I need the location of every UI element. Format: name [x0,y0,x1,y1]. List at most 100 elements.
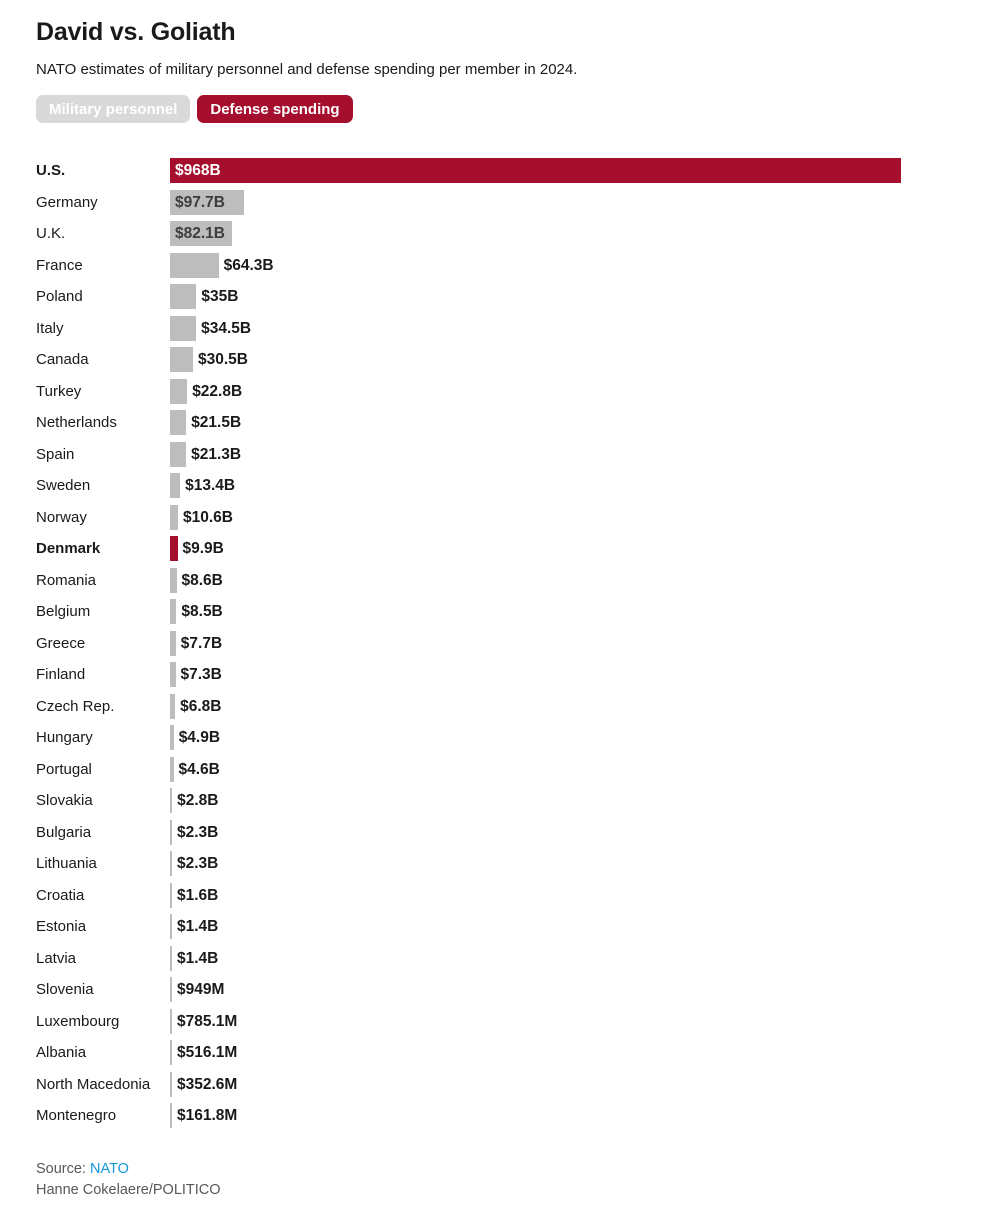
value-label: $9.9B [182,540,224,557]
bar [170,725,174,751]
value-label: $4.9B [178,729,221,746]
bar-cell: $4.6B [170,756,1007,782]
bar [170,693,176,719]
country-label: Portugal [36,760,92,778]
value-label: $97.7B [175,193,225,211]
toggle-defense-spending[interactable]: Defense spending [197,95,353,123]
country-label: France [36,256,83,274]
bar-cell: $161.8M [170,1103,1007,1129]
bar-cell: $7.3B [170,662,1007,688]
country-label: Albania [36,1044,87,1062]
bar [170,504,178,530]
value-label: $34.5B [201,319,252,337]
byline: Hanne Cokelaere/POLITICO [36,1181,221,1198]
bar [170,1103,172,1129]
toggle-group: Military personnel Defense spending [36,95,1007,123]
bar [170,851,172,877]
bar-cell: $1.4B [170,945,1007,971]
value-label: $21.3B [191,445,242,463]
source-link[interactable]: NATO [90,1160,129,1177]
chart-row: Estonia $1.4B [36,911,1007,943]
bar-cell: $21.5B [170,410,1007,436]
value-label: $2.8B [177,792,219,809]
country-label: North Macedonia [36,1075,151,1093]
bar-cell: $785.1M [170,1008,1007,1034]
country-label: Italy [36,319,64,337]
bar-cell: $968B [170,158,1007,184]
page-title: David vs. Goliath [36,18,236,46]
bar [170,788,173,814]
chart-row: Hungary $4.9B [36,722,1007,754]
value-label: $968B [175,162,221,179]
bar-cell: $10.6B [170,504,1007,530]
value-label: $22.8B [192,382,243,400]
chart-row: Lithuania $2.3B [36,848,1007,880]
country-label: Greece [36,634,86,652]
chart-row: Portugal $4.6B [36,754,1007,786]
chart-row: Turkey $22.8B [36,376,1007,408]
bar-cell: $64.3B [170,252,1007,278]
toggle-military-personnel[interactable]: Military personnel [36,95,191,123]
value-label: $161.8M [177,1107,238,1124]
chart-row: Romania $8.6B [36,565,1007,597]
chart-row: U.K. $82.1B [36,218,1007,250]
chart-row: France $64.3B [36,250,1007,282]
value-label: $949M [177,981,225,998]
bar-cell: $949M [170,977,1007,1003]
country-label: Croatia [36,886,85,904]
bar-cell: $516.1M [170,1040,1007,1066]
bar-cell: $13.4B [170,473,1007,499]
value-label: $64.3B [223,256,274,274]
chart-row: Montenegro $161.8M [36,1100,1007,1132]
country-label: Montenegro [36,1107,117,1125]
chart-row: Italy $34.5B [36,313,1007,345]
country-label: Germany [36,193,98,211]
value-label: $8.6B [181,571,223,589]
bar [170,441,187,467]
chart-row: Norway $10.6B [36,502,1007,534]
chart-row: Finland $7.3B [36,659,1007,691]
country-label: Spain [36,445,75,463]
chart-row: North Macedonia $352.6M [36,1069,1007,1101]
country-label: U.S. [36,162,66,180]
toggle-label: Defense spending [210,100,340,118]
bar-cell: $6.8B [170,693,1007,719]
country-label: Turkey [36,382,82,400]
chart-row: Denmark $9.9B [36,533,1007,565]
country-label: Latvia [36,949,77,967]
bar [170,347,193,373]
chart-row: Czech Rep. $6.8B [36,691,1007,723]
bar: $968B [170,158,901,184]
country-label: Luxembourg [36,1012,120,1030]
bar-cell: $1.6B [170,882,1007,908]
bar [170,1008,172,1034]
bar [170,315,197,341]
country-label: Romania [36,571,97,589]
bar [170,536,178,562]
chart-row: Albania $516.1M [36,1037,1007,1069]
bar-cell: $97.7B [170,189,1007,215]
value-label: $35B [201,288,239,305]
bar [170,914,172,940]
chart-row: U.S. $968B [36,155,1007,187]
country-label: Netherlands [36,414,117,432]
value-label: $7.3B [180,666,222,683]
chart-row: Slovenia $949M [36,974,1007,1006]
bar [170,819,172,845]
value-label: $7.7B [180,634,223,652]
bar-cell: $1.4B [170,914,1007,940]
chart-row: Slovakia $2.8B [36,785,1007,817]
chart-row: Poland $35B [36,281,1007,313]
source-line: Source: NATO [36,1159,1007,1180]
bar [170,977,172,1003]
country-label: Denmark [36,540,101,558]
bar [170,882,172,908]
bar-cell: $82.1B [170,221,1007,247]
value-label: $1.6B [177,886,219,904]
country-label: Lithuania [36,855,97,873]
bar-cell: $2.3B [170,819,1007,845]
country-label: Slovenia [36,981,94,999]
value-label: $8.5B [181,603,223,620]
bar [170,473,181,499]
